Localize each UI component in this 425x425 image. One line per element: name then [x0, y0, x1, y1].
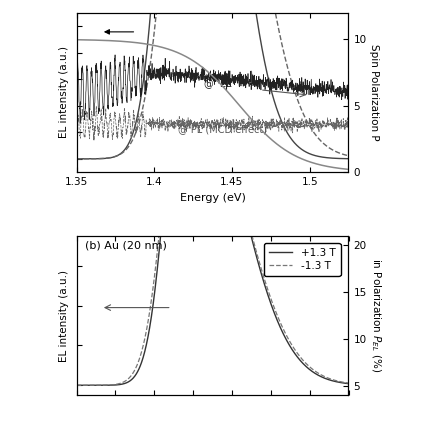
X-axis label: Energy (eV): Energy (eV)	[179, 193, 245, 203]
+1.3 T	[120, 382, 125, 387]
-1.3 T	[110, 382, 115, 387]
+1.3 T	[223, 123, 228, 128]
-1.3 T	[346, 380, 351, 385]
Y-axis label: EL intensity (a.u.): EL intensity (a.u.)	[59, 269, 69, 362]
-1.3 T	[183, 34, 188, 39]
-1.3 T	[166, 139, 171, 144]
+1.3 T	[166, 148, 171, 153]
Text: (b) Au (20 nm): (b) Au (20 nm)	[85, 241, 167, 251]
+1.3 T	[110, 382, 115, 388]
+1.3 T	[217, 100, 222, 105]
-1.3 T	[192, 40, 197, 45]
+1.3 T	[74, 383, 79, 388]
Y-axis label: in Polarization $P_{EL}$ (%): in Polarization $P_{EL}$ (%)	[369, 258, 383, 373]
+1.3 T	[346, 381, 351, 386]
-1.3 T	[120, 380, 125, 385]
Y-axis label: EL intensity (a.u.): EL intensity (a.u.)	[59, 46, 69, 139]
Text: @ PL (MCD effect): @ PL (MCD effect)	[178, 124, 266, 134]
+1.3 T	[183, 24, 188, 29]
-1.3 T	[74, 383, 79, 388]
-1.3 T	[223, 125, 228, 130]
Y-axis label: Spin Polarization P: Spin Polarization P	[369, 44, 379, 141]
-1.3 T	[217, 104, 222, 109]
Line: +1.3 T: +1.3 T	[76, 27, 348, 385]
Legend: +1.3 T, -1.3 T: +1.3 T, -1.3 T	[264, 243, 340, 276]
Line: -1.3 T: -1.3 T	[76, 37, 348, 385]
+1.3 T	[192, 31, 197, 36]
Text: @  EL: @ EL	[204, 78, 232, 88]
